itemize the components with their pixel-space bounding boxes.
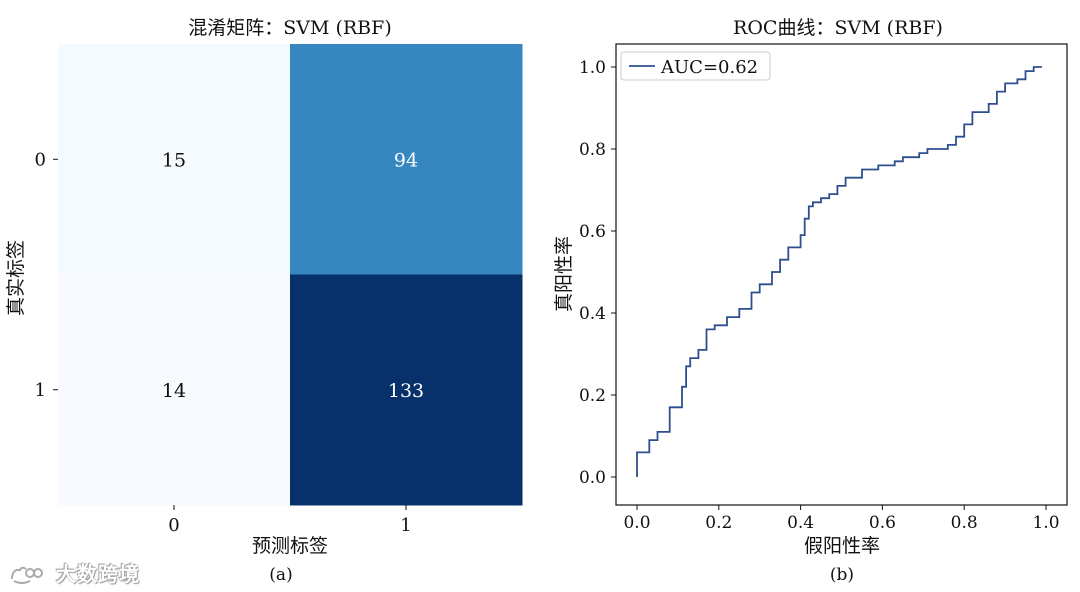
heatmap-value-label: 133 <box>388 380 424 402</box>
heatmap-x-label: 预测标签 <box>252 535 328 557</box>
heatmap-value-label: 94 <box>394 149 418 171</box>
watermark: 大数跨境 <box>8 558 140 587</box>
roc-y-tick-label: 1.0 <box>579 58 606 78</box>
heatmap-cell <box>290 44 523 275</box>
heatmap-annotations: 15 94 14 133 <box>162 149 424 402</box>
caption-a: (a) <box>269 565 292 585</box>
roc-y-label: 真阳性率 <box>553 236 575 312</box>
roc-panel: ROC曲线：SVM (RBF) 0.0 0.2 0.4 0.6 0.8 1.0 0.00.… <box>553 17 1068 585</box>
legend-box <box>620 51 771 81</box>
roc-y-tick-label: 0.6 <box>579 222 606 242</box>
roc-x-tick-label: 0.0 <box>623 513 650 533</box>
heatmap-value-label: 14 <box>162 380 186 402</box>
roc-x-tick-label: 0.2 <box>705 513 732 533</box>
caption-b: (b) <box>830 565 854 585</box>
heatmap-x-tick-label: 0 <box>168 515 179 536</box>
heatmap-y-ticks: 01 <box>35 149 58 401</box>
heatmap-cell <box>290 274 523 506</box>
roc-x-ticks: 0.0 0.2 0.4 0.6 0.8 1.0 <box>623 505 1060 533</box>
roc-y-tick-label: 0.2 <box>579 386 606 406</box>
roc-legend: AUC=0.62 <box>620 51 771 81</box>
heatmap-y-tick-label: 1 <box>35 380 46 401</box>
heatmap-value-label: 15 <box>162 149 186 171</box>
heatmap-cell <box>58 44 291 275</box>
heatmap-x-tick-label: 1 <box>400 515 411 536</box>
roc-title: ROC曲线：SVM (RBF) <box>733 17 943 39</box>
roc-curve <box>636 66 1042 477</box>
watermark-logo-icon <box>11 566 43 584</box>
heatmap-title: 混淆矩阵：SVM (RBF) <box>188 17 392 39</box>
roc-x-tick-label: 0.6 <box>869 513 896 533</box>
roc-x-tick-label: 0.8 <box>951 513 978 533</box>
roc-y-tick-label: 0.4 <box>579 304 606 324</box>
heatmap-cell <box>58 274 291 506</box>
heatmap-y-label: 真实标签 <box>5 240 27 316</box>
legend-label: AUC=0.62 <box>660 57 758 78</box>
roc-y-tick-label: 0.0 <box>579 468 606 488</box>
roc-x-label: 假阳性率 <box>804 535 880 557</box>
roc-y-ticks: 0.0 0.2 0.4 0.6 0.8 1.0 <box>579 58 616 488</box>
roc-x-tick-label: 0.4 <box>787 513 814 533</box>
roc-x-tick-label: 1.0 <box>1032 513 1059 533</box>
watermark-text: 大数跨境 <box>55 562 140 586</box>
roc-axes-frame <box>615 43 1068 506</box>
roc-y-tick-label: 0.8 <box>579 140 606 160</box>
heatmap-cells <box>58 44 523 506</box>
heatmap-y-tick-label: 0 <box>35 149 46 170</box>
